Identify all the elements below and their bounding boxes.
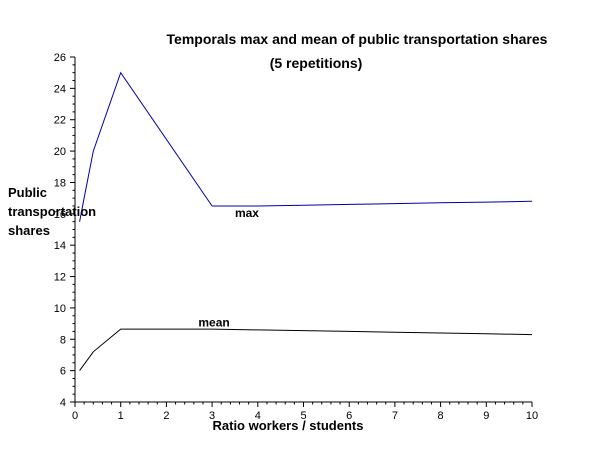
series-line-max [79, 71, 533, 222]
x-tick-label-0: 0 [72, 410, 78, 422]
series-layer [79, 71, 533, 371]
annotation-mean: mean [198, 316, 229, 330]
axes [74, 57, 532, 403]
x-tick-label-10: 10 [526, 410, 538, 422]
series-line-mean [79, 328, 533, 371]
y-tick-label-4: 12 [54, 272, 66, 284]
annotation-max: max [235, 206, 259, 220]
x-tick-label-9: 9 [483, 410, 489, 422]
y-tick-label-3: 10 [54, 303, 66, 315]
y-tick-label-5: 14 [54, 240, 66, 252]
x-tick-label-8: 8 [438, 410, 444, 422]
x-tick-label-4: 4 [255, 410, 261, 422]
y-tick-label-8: 20 [54, 146, 66, 158]
y-tick-label-2: 8 [60, 334, 66, 346]
x-tick-label-7: 7 [392, 410, 398, 422]
y-axis-label-line-3: shares [8, 223, 50, 238]
chart-title: Temporals max and mean of public transpo… [167, 31, 548, 47]
x-tick-label-2: 2 [163, 410, 169, 422]
y-tick-label-9: 22 [54, 115, 66, 127]
annotation-layer: max mean [198, 206, 259, 330]
y-tick-label-11: 26 [54, 52, 66, 64]
y-tick-label-7: 18 [54, 177, 66, 189]
y-tick-label-10: 24 [54, 83, 66, 95]
x-tick-label-5: 5 [300, 410, 306, 422]
y-axis-label-line-1: Public [8, 185, 47, 200]
y-axis-label-line-2: transportation [8, 204, 96, 219]
chart-subtitle: (5 repetitions) [270, 55, 363, 71]
y-tick-label-6: 16 [54, 209, 66, 221]
x-axis-label: Ratio workers / students [213, 418, 364, 433]
y-axis-label: Public transportation shares [8, 185, 96, 238]
x-tick-label-1: 1 [118, 410, 124, 422]
y-tick-label-1: 6 [60, 366, 66, 378]
x-tick-label-3: 3 [209, 410, 215, 422]
x-tick-label-6: 6 [346, 410, 352, 422]
y-tick-label-0: 4 [60, 397, 66, 409]
